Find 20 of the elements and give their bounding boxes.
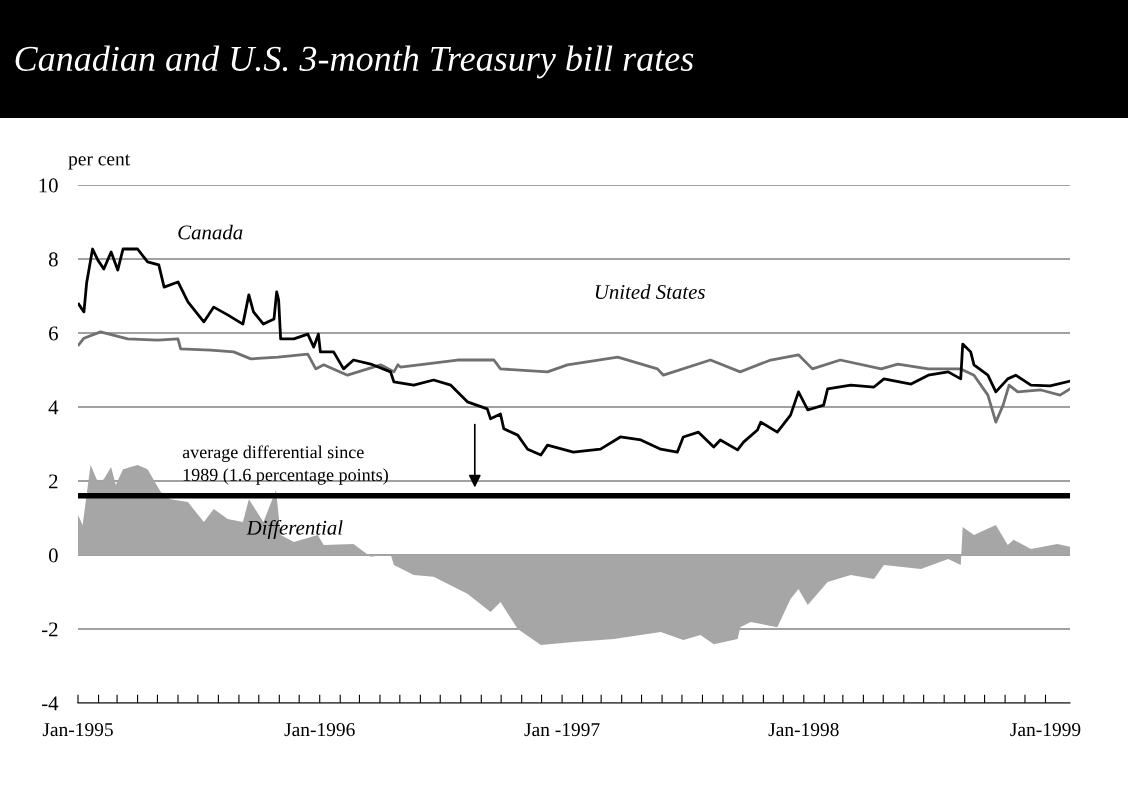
- x-tick-label: Jan-1995: [42, 723, 113, 737]
- series-label: Canada: [178, 224, 243, 240]
- y-tick-label: 0: [48, 548, 58, 563]
- y-tick-label: 2: [49, 474, 58, 489]
- y-tick-label: 8: [48, 252, 58, 267]
- x-tick-label: Jan -1997: [524, 723, 600, 737]
- x-tick-label: Jan-1996: [284, 723, 355, 737]
- y-tick-label: 10: [39, 178, 58, 193]
- x-tick-label: Jan-1998: [768, 723, 839, 737]
- y-axis-title: per cent: [68, 154, 131, 170]
- y-tick-label: 4: [48, 400, 59, 415]
- ref-line-label: average differential since 1989 (1.6 percentage points): [182, 445, 388, 485]
- chart-title: Canadian and U.S. 3-month Treasury bill rates: [15, 45, 694, 79]
- series-label: Differential: [246, 519, 343, 540]
- line-series: [78, 330, 1070, 424]
- x-tick-label: Jan-1999: [1010, 723, 1081, 737]
- y-tick-label: -4: [41, 696, 59, 711]
- text: United States: [595, 284, 705, 299]
- y-tick-label: -2: [41, 622, 58, 637]
- y-tick-label: 6: [49, 326, 58, 341]
